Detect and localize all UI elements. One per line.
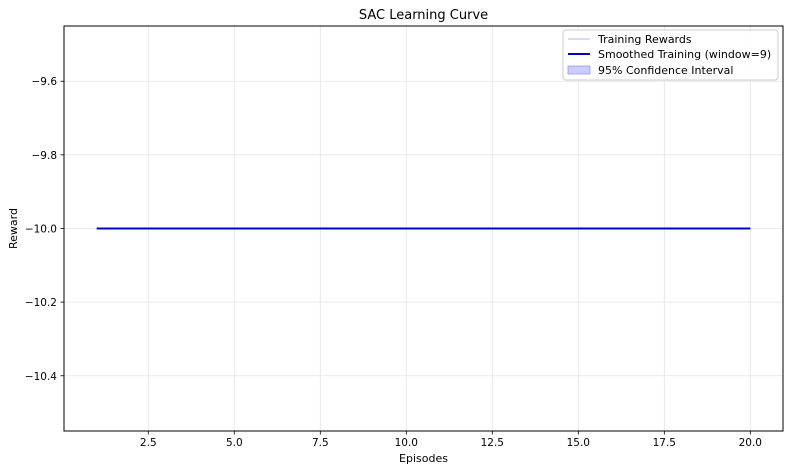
x-tick-label: 5.0 (226, 437, 243, 449)
x-tick-label: 20.0 (739, 437, 762, 449)
x-axis-label: Episodes (399, 452, 448, 465)
x-axis-ticks: 2.5 5.0 7.5 10.0 12.5 15.0 17.5 20.0 (140, 431, 762, 449)
x-tick-label: 15.0 (567, 437, 590, 449)
y-tick-label: −9.8 (32, 150, 58, 162)
y-tick-label: −9.6 (32, 76, 58, 88)
y-tick-label: −10.0 (25, 224, 57, 236)
legend-swatch-confidence-interval (567, 65, 591, 75)
legend-box (562, 29, 779, 81)
legend-label-confidence-interval: 95% Confidence Interval (598, 64, 733, 77)
y-axis-label: Reward (7, 208, 20, 249)
x-tick-label: 17.5 (653, 437, 676, 449)
legend: Training Rewards Smoothed Training (wind… (562, 29, 779, 81)
x-tick-label: 10.0 (395, 437, 418, 449)
x-tick-label: 12.5 (481, 437, 504, 449)
chart-title: SAC Learning Curve (359, 8, 488, 23)
x-tick-label: 7.5 (312, 437, 329, 449)
y-tick-label: −10.4 (25, 371, 57, 383)
x-tick-label: 2.5 (140, 437, 157, 449)
legend-label-training-rewards: Training Rewards (597, 33, 692, 46)
legend-label-smoothed-training: Smoothed Training (window=9) (598, 48, 771, 61)
y-axis-ticks: −9.6 −9.8 −10.0 −10.2 −10.4 (25, 76, 64, 383)
y-tick-label: −10.2 (25, 297, 57, 309)
